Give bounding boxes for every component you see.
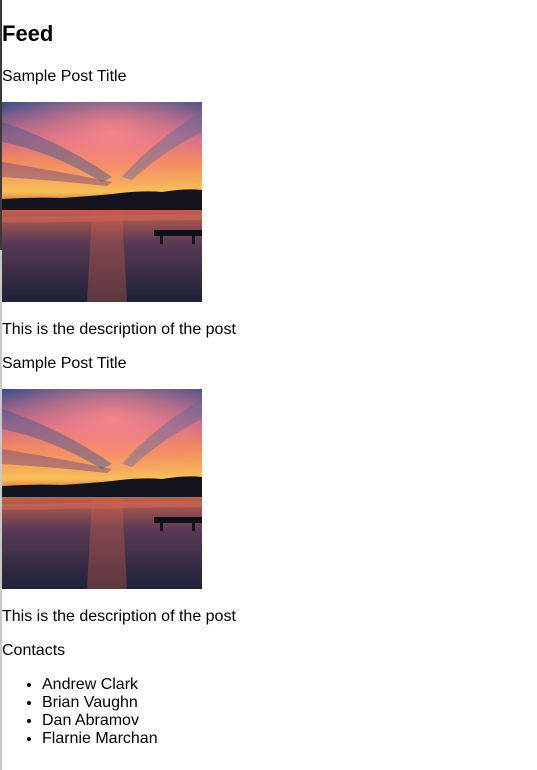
post-image — [2, 389, 202, 589]
contacts-heading: Contacts — [2, 642, 66, 659]
contact-item: Brian Vaughn — [42, 694, 158, 712]
window-left-border-dark — [0, 0, 2, 250]
post-description: This is the description of the post — [2, 321, 236, 338]
contact-item: Dan Abramov — [42, 712, 158, 730]
window-left-border — [0, 0, 2, 770]
post-description: This is the description of the post — [2, 608, 236, 625]
contact-item: Andrew Clark — [42, 676, 158, 694]
contacts-list: Andrew Clark Brian Vaughn Dan Abramov Fl… — [2, 676, 158, 748]
feed-heading: Feed — [2, 21, 54, 46]
post-image — [2, 102, 202, 302]
post-title: Sample Post Title — [2, 68, 127, 85]
contact-item: Flarnie Marchan — [42, 730, 158, 748]
post-title: Sample Post Title — [2, 355, 127, 372]
